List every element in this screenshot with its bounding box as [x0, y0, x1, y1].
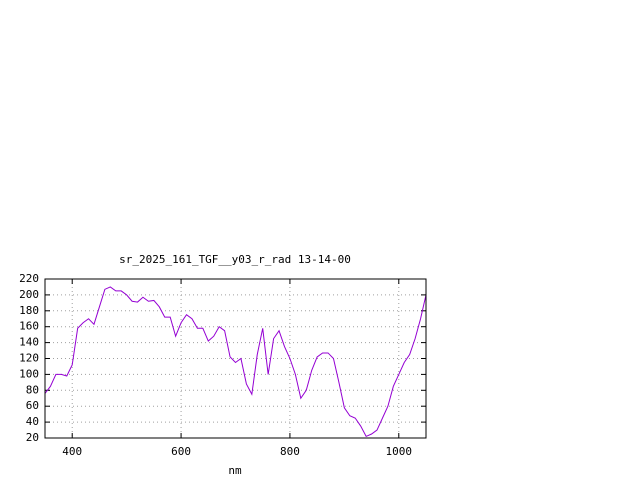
plot-border: [44, 278, 427, 439]
y-tick-label: 220: [19, 272, 39, 285]
x-tick-label: 1000: [386, 445, 413, 458]
y-tick-label: 200: [19, 288, 39, 301]
y-tick-label: 100: [19, 367, 39, 380]
x-axis-label: nm: [228, 464, 242, 477]
x-tick-label: 800: [280, 445, 300, 458]
y-tick-label: 80: [26, 383, 39, 396]
y-tick-label: 40: [26, 415, 39, 428]
x-tick-label: 600: [171, 445, 191, 458]
y-tick-label: 180: [19, 304, 39, 317]
y-tick-label: 160: [19, 320, 39, 333]
chart-title: sr_2025_161_TGF__y03_r_rad 13-14-00: [119, 253, 351, 266]
y-tick-label: 120: [19, 352, 39, 365]
y-tick-label: 20: [26, 431, 39, 444]
data-line: [44, 286, 427, 438]
y-tick-label: 60: [26, 399, 39, 412]
x-tick-label: 400: [62, 445, 82, 458]
y-tick-label: 140: [19, 336, 39, 349]
